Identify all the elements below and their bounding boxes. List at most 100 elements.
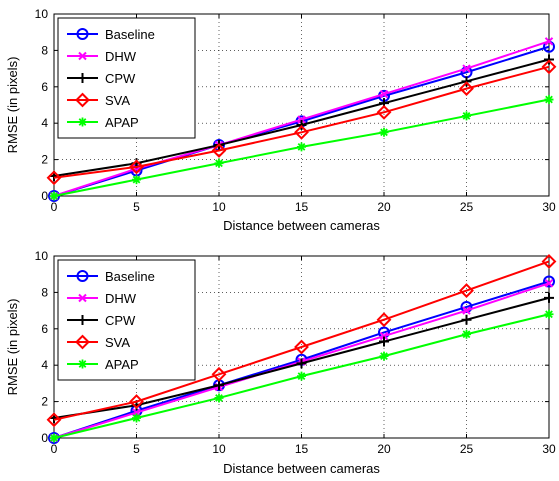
marker-x bbox=[379, 89, 389, 99]
marker-diamond bbox=[376, 104, 392, 120]
x-tick-label: 25 bbox=[460, 442, 474, 456]
series-line bbox=[53, 65, 550, 179]
legend-entry: Baseline bbox=[67, 27, 155, 42]
marker-x bbox=[297, 115, 306, 124]
marker-plus bbox=[461, 314, 472, 325]
x-tick-label: 0 bbox=[51, 442, 58, 456]
y-tick-label: 8 bbox=[41, 285, 48, 299]
marker-circle bbox=[48, 432, 60, 444]
legend-label: DHW bbox=[105, 291, 137, 306]
marker-star bbox=[544, 309, 554, 319]
marker-diamond bbox=[376, 312, 392, 328]
marker-star bbox=[49, 433, 59, 443]
x-axis-label: Distance between cameras bbox=[223, 461, 380, 476]
y-tick-label: 8 bbox=[41, 43, 48, 57]
y-tick-label: 4 bbox=[41, 116, 48, 130]
x-axis-label: Distance between cameras bbox=[223, 218, 380, 233]
marker-plus bbox=[77, 315, 88, 325]
y-tick-label: 2 bbox=[41, 153, 48, 167]
marker-star bbox=[78, 359, 87, 369]
marker-star bbox=[78, 117, 87, 127]
marker-diamond bbox=[211, 143, 227, 158]
legend-entry: APAP bbox=[67, 115, 139, 130]
marker-star bbox=[297, 142, 306, 152]
legend-label: SVA bbox=[105, 335, 130, 350]
marker-plus bbox=[379, 336, 389, 347]
y-tick-label: 4 bbox=[41, 358, 48, 372]
marker-star bbox=[132, 413, 141, 423]
y-tick-label: 6 bbox=[41, 322, 48, 336]
legend-label: CPW bbox=[105, 71, 136, 86]
legend-entry: CPW bbox=[67, 313, 136, 328]
marker-diamond bbox=[459, 81, 474, 97]
marker-circle bbox=[543, 275, 555, 288]
x-tick-label: 30 bbox=[542, 200, 556, 214]
y-tick-label: 0 bbox=[41, 431, 48, 445]
marker-star bbox=[462, 329, 471, 339]
x-tick-label: 30 bbox=[542, 442, 556, 456]
x-tick-label: 5 bbox=[133, 442, 140, 456]
marker-star bbox=[214, 393, 224, 403]
x-tick-label: 15 bbox=[295, 442, 309, 456]
marker-plus bbox=[77, 73, 88, 83]
marker-diamond bbox=[294, 339, 309, 355]
marker-diamond bbox=[129, 159, 144, 175]
legend-entry: DHW bbox=[67, 49, 137, 64]
y-axis-label: RMSE (in pixels) bbox=[5, 57, 20, 154]
marker-diamond bbox=[46, 170, 62, 186]
marker-diamond bbox=[211, 366, 227, 382]
marker-star bbox=[379, 127, 389, 137]
series-sva bbox=[46, 59, 557, 186]
marker-x bbox=[78, 293, 87, 303]
legend: Baseline DHW CPW SVA APAP bbox=[57, 259, 196, 381]
marker-star bbox=[49, 191, 59, 201]
marker-x bbox=[462, 306, 471, 315]
y-tick-label: 10 bbox=[35, 7, 49, 21]
marker-star bbox=[297, 371, 306, 381]
marker-star bbox=[462, 111, 471, 121]
legend-entry: SVA bbox=[67, 92, 130, 108]
marker-x bbox=[78, 51, 87, 61]
x-tick-label: 15 bbox=[295, 200, 309, 214]
legend-entry: DHW bbox=[67, 291, 137, 306]
marker-diamond bbox=[129, 394, 144, 410]
legend-label: APAP bbox=[105, 115, 139, 130]
series-apap bbox=[49, 95, 554, 201]
marker-diamond bbox=[459, 283, 474, 298]
legend-entry: Baseline bbox=[67, 269, 155, 284]
y-axis-label: RMSE (in pixels) bbox=[5, 299, 20, 396]
x-tick-label: 0 bbox=[51, 200, 58, 214]
marker-circle bbox=[76, 28, 89, 40]
series-sva bbox=[46, 254, 557, 428]
marker-x bbox=[462, 64, 471, 73]
series-line bbox=[53, 260, 550, 421]
legend-label: APAP bbox=[105, 357, 139, 372]
y-tick-label: 2 bbox=[41, 395, 48, 409]
legend-label: DHW bbox=[105, 49, 137, 64]
marker-diamond bbox=[541, 254, 557, 269]
marker-star bbox=[379, 351, 389, 361]
marker-diamond bbox=[541, 59, 557, 75]
x-tick-label: 10 bbox=[212, 442, 226, 456]
marker-x bbox=[544, 279, 554, 288]
marker-star bbox=[214, 158, 224, 168]
marker-star bbox=[544, 95, 554, 105]
x-tick-label: 20 bbox=[377, 442, 391, 456]
legend-label: CPW bbox=[105, 313, 136, 328]
marker-x bbox=[544, 37, 554, 46]
y-tick-label: 0 bbox=[41, 189, 48, 203]
legend-entry: SVA bbox=[67, 334, 130, 350]
chart-panel-2: 0 5 10 15 20 25 30 0 2 4 6 8 10 Distance between came… bbox=[5, 249, 557, 476]
marker-x bbox=[379, 331, 389, 341]
legend-label: SVA bbox=[105, 93, 130, 108]
marker-plus bbox=[296, 358, 307, 369]
marker-diamond bbox=[294, 124, 309, 140]
marker-circle bbox=[76, 270, 89, 282]
legend-entry: CPW bbox=[67, 71, 136, 86]
chart-panel-1: 0 5 10 15 20 25 30 0 2 4 6 8 10 Distance between came… bbox=[5, 7, 557, 233]
marker-plus bbox=[544, 292, 554, 303]
legend-label: Baseline bbox=[105, 269, 155, 284]
x-tick-label: 10 bbox=[212, 200, 226, 214]
marker-diamond bbox=[46, 412, 62, 428]
